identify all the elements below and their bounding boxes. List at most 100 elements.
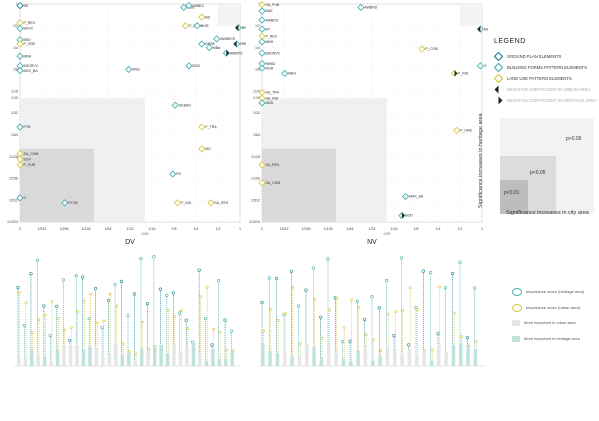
point-label: AWBRD xyxy=(364,6,377,10)
importance-stem xyxy=(152,255,157,366)
point-label: NGR xyxy=(266,66,274,70)
importance-stem xyxy=(458,260,463,366)
sig-threshold-label: 0.05 xyxy=(384,232,391,236)
lollipop-left xyxy=(6,248,246,416)
data-point: NRBD xyxy=(233,40,251,48)
y-tick-label: 1/4 xyxy=(13,46,18,50)
y-tick-label: 1/2 xyxy=(255,24,260,28)
bottom-legend-item: More important in urban area xyxy=(512,320,576,326)
x-tick-label: 1 xyxy=(481,227,483,231)
data-point: BE xyxy=(16,1,29,10)
importance-stem xyxy=(275,276,280,366)
data-point: BT xyxy=(258,25,271,33)
data-point: BD xyxy=(198,13,211,21)
importance-stem xyxy=(204,285,209,366)
point-label: BHVC xyxy=(24,27,34,31)
importance-stem xyxy=(171,291,177,366)
importance-stem xyxy=(363,317,368,366)
point-label: NRBE xyxy=(205,42,215,46)
x-tick-label: 1/2 xyxy=(458,227,463,231)
data-point: SA_COM xyxy=(258,179,280,187)
sig-threshold-label: 0.05 xyxy=(253,96,260,100)
data-point: PTCB xyxy=(61,199,78,207)
data-point: AWBRD xyxy=(357,3,378,11)
importance-stem xyxy=(16,285,21,366)
point-label: P_TRA xyxy=(205,125,217,129)
legend-item-label: BUILDING FORMS PATTERN ELEMENTS xyxy=(507,65,587,70)
legend-title: LEGEND xyxy=(494,38,526,45)
point-label: SA_COM xyxy=(24,152,39,156)
sig-axis-x: Significance increases in city area xyxy=(506,210,589,216)
importance-stem xyxy=(289,269,295,366)
y-tick-label: 1/256 xyxy=(251,177,260,181)
data-point: MD xyxy=(198,145,211,153)
point-label: P_RES xyxy=(266,34,278,38)
data-point: SA_RES xyxy=(207,199,229,207)
point-label: P_COM xyxy=(425,47,438,51)
importance-stem xyxy=(465,336,471,366)
importance-stem xyxy=(61,278,67,366)
importance-stem xyxy=(165,293,170,366)
importance-stem xyxy=(35,258,41,366)
x-tick-label: 1/8 xyxy=(172,227,177,231)
data-point: SA_PUB xyxy=(258,0,280,9)
importance-stem xyxy=(29,272,34,366)
data-point: MBH xyxy=(16,52,32,60)
y-tick-label: 1/16 xyxy=(11,89,18,93)
x-tick-label: 1/512 xyxy=(38,227,47,231)
importance-stem xyxy=(106,292,112,366)
data-point: MBA xyxy=(258,99,274,107)
importance-stem xyxy=(132,292,138,366)
importance-stem xyxy=(42,304,47,366)
y-tick-label: 1/4 xyxy=(255,46,260,50)
point-label: NRBD xyxy=(240,42,246,46)
significance-diagram xyxy=(500,118,594,214)
importance-stem xyxy=(297,304,302,366)
y-tick-label: 1/1024 xyxy=(7,220,18,224)
importance-stem xyxy=(414,306,419,366)
x-tick-label: 1/256 xyxy=(302,227,311,231)
sig-threshold-label: 0.05 xyxy=(11,96,18,100)
point-label: SA_TRA xyxy=(266,91,280,95)
importance-stem xyxy=(282,312,287,366)
data-point: SCR xyxy=(16,155,32,163)
x-tick-label: 1/256 xyxy=(60,227,69,231)
point-label: SA_RES xyxy=(266,163,280,167)
x-axis-label: DV xyxy=(125,239,135,246)
data-point: NGR xyxy=(258,64,274,72)
lollipop-right-svg xyxy=(258,256,484,367)
point-label: AWBPD xyxy=(266,18,279,22)
data-point: AWBPD xyxy=(258,16,279,24)
diamond-icon xyxy=(494,63,503,72)
importance-stem xyxy=(407,286,412,366)
data-point: P_IND xyxy=(450,69,469,78)
legend-item-label: NEGATIVE COEFFICIENT IN HERITAGE AREA xyxy=(507,98,597,103)
point-label: BDE xyxy=(187,6,195,10)
point-label: MBA xyxy=(213,46,221,50)
x-tick-label: 1/512 xyxy=(280,227,289,231)
y-tick-label: 1/8 xyxy=(13,68,18,72)
data-point: SA_RES xyxy=(258,161,280,169)
point-label: BDE xyxy=(266,9,274,13)
point-label: P_GRE xyxy=(24,42,37,46)
legend-item-label: NEGATIVE COEFFICIENT IN URBAN AREA xyxy=(507,87,591,92)
importance-stem xyxy=(197,268,203,366)
legend-item: LAND USE PATTERN ELEMENTS xyxy=(494,74,572,83)
scatter-dv: 0 1/1024 1/512 1/512 1/256 1/256 1/128 1/128 1/6… xyxy=(6,0,255,248)
legend-item-label: LAND USE PATTERN ELEMENTS xyxy=(507,76,572,81)
x-tick-label: 1/16 xyxy=(391,227,398,231)
importance-stem xyxy=(311,266,317,366)
importance-stem xyxy=(94,286,99,366)
point-label: SCR xyxy=(24,157,32,161)
diamond-icon xyxy=(494,52,503,61)
point-label: AWBPD xyxy=(230,51,243,55)
importance-stem xyxy=(229,329,235,366)
bottom-legend-label: Importance score (heritage area) xyxy=(526,289,585,295)
data-point: P_COM xyxy=(418,45,438,53)
importance-stem xyxy=(119,279,125,366)
data-point: P_GRE xyxy=(16,40,37,48)
data-point: MBA xyxy=(205,43,221,52)
importance-stem xyxy=(341,325,346,366)
importance-stem xyxy=(55,304,60,366)
importance-stem xyxy=(68,326,73,366)
